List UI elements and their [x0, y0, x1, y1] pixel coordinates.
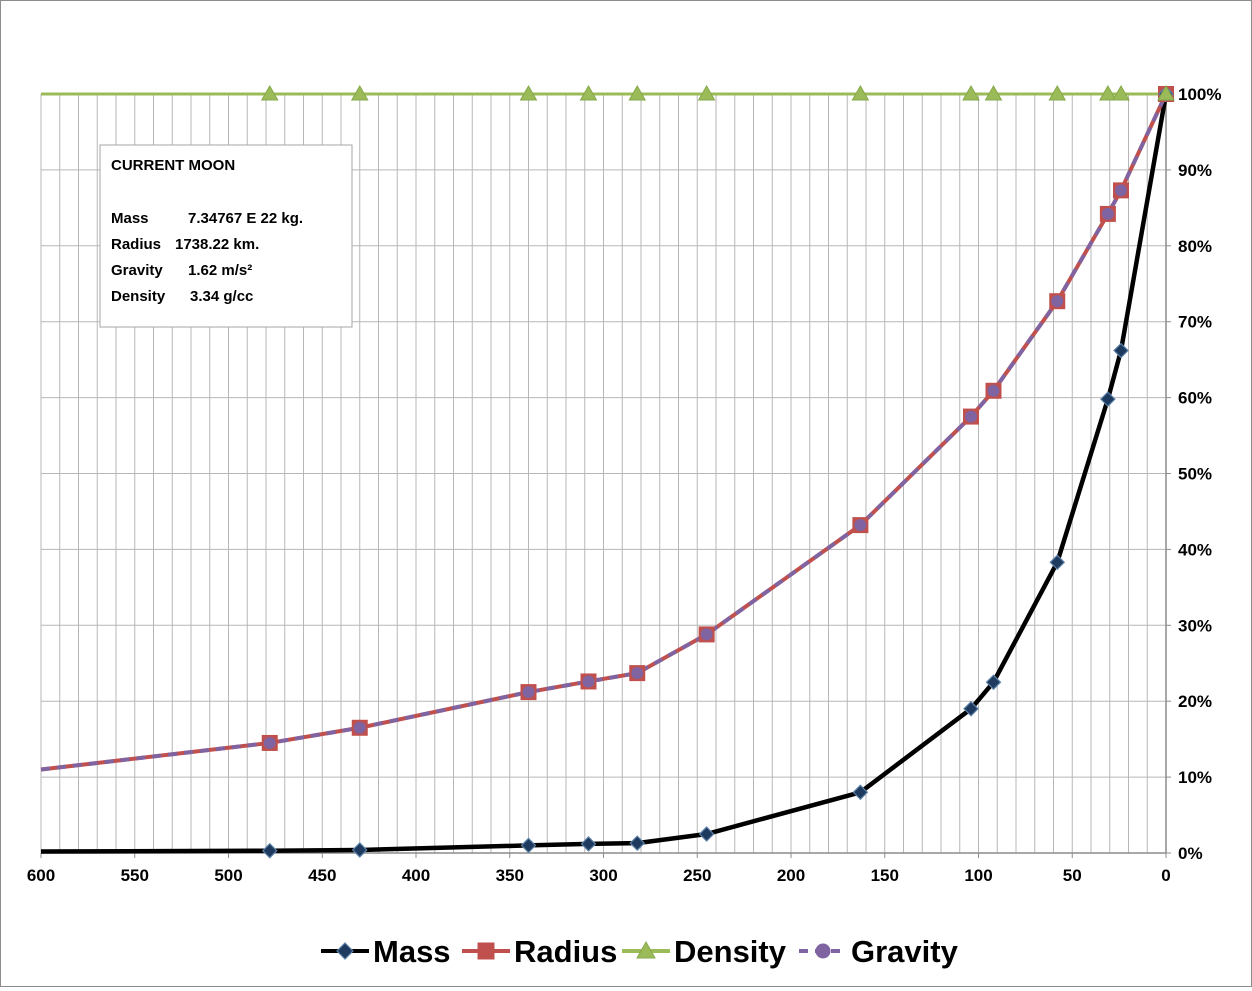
y-tick-label: 100% — [1178, 85, 1221, 104]
point-density — [851, 84, 870, 101]
series-line-gravity — [40, 93, 1168, 772]
info-mass-value: 7.34767 E 22 kg. — [188, 210, 303, 227]
series-line-mass — [40, 93, 1169, 854]
axes: 600 550 500 450 400 350 300 250 200 150 100 50 00%10… — [27, 85, 1222, 885]
point-gravity — [965, 410, 977, 423]
y-tick-label: 50% — [1178, 465, 1212, 484]
info-gravity-label: Gravity — [111, 262, 163, 279]
info-box-title: CURRENT MOON — [111, 157, 235, 174]
y-tick-label: 70% — [1178, 313, 1212, 332]
point-density — [579, 84, 598, 101]
y-tick-label: 20% — [1178, 692, 1212, 711]
legend: Mass Radius Density Gravity — [321, 934, 959, 969]
point-density — [260, 84, 279, 101]
info-box: CURRENT MOON Mass 7.34767 E 22 kg. Radiu… — [99, 144, 353, 328]
point-gravity — [854, 519, 867, 532]
x-tick-label: 250 — [683, 866, 711, 885]
legend-label-radius: Radius — [514, 934, 617, 969]
point-density — [350, 84, 369, 101]
y-tick-label: 0% — [1178, 844, 1203, 863]
info-density-label: Density — [111, 288, 166, 305]
x-tick-label: 0 — [1161, 866, 1170, 885]
point-gravity — [631, 667, 644, 680]
info-radius-value: 1738.22 km. — [175, 236, 259, 253]
point-gravity — [700, 628, 713, 641]
point-gravity — [1101, 207, 1114, 220]
point-mass — [1113, 342, 1129, 359]
point-mass — [698, 826, 715, 842]
point-density — [628, 84, 647, 101]
x-tick-label: 500 — [214, 866, 242, 885]
point-mass — [963, 700, 979, 717]
point-density — [1112, 84, 1130, 101]
point-density — [962, 84, 980, 101]
point-gravity — [582, 675, 595, 688]
legend-marker-density — [636, 940, 656, 959]
point-gravity — [353, 721, 366, 734]
point-density — [984, 84, 1003, 101]
x-tick-label: 50 — [1063, 866, 1082, 885]
x-tick-label: 150 — [871, 866, 899, 885]
y-tick-label: 40% — [1178, 540, 1212, 559]
point-mass — [520, 837, 537, 854]
point-mass — [985, 674, 1002, 691]
y-tick-label: 80% — [1178, 237, 1212, 256]
point-gravity — [263, 736, 276, 749]
point-mass — [580, 836, 597, 852]
point-mass — [1049, 554, 1066, 571]
info-mass-label: Mass — [111, 210, 149, 227]
point-density — [1157, 84, 1175, 101]
point-mass — [629, 835, 646, 851]
x-tick-label: 550 — [121, 866, 149, 885]
legend-label-density: Density — [674, 934, 787, 969]
legend-item-mass: Mass — [321, 934, 451, 969]
legend-label-mass: Mass — [373, 934, 451, 969]
info-box-frame — [99, 144, 353, 328]
point-density — [1099, 84, 1117, 101]
legend-marker-mass — [336, 942, 354, 960]
point-mass — [1100, 391, 1116, 407]
info-density-value: 3.34 g/cc — [190, 288, 253, 305]
legend-marker-gravity — [815, 943, 831, 959]
legend-item-density: Density — [622, 934, 787, 969]
series-lines — [40, 92, 1169, 854]
x-tick-label: 200 — [777, 866, 805, 885]
point-gravity — [1051, 295, 1064, 308]
point-gravity — [522, 686, 535, 699]
info-radius-label: Radius — [111, 236, 161, 253]
point-density — [1048, 84, 1067, 101]
legend-item-gravity: Gravity — [799, 934, 959, 969]
legend-item-radius: Radius — [462, 934, 617, 969]
y-tick-label: 30% — [1178, 616, 1212, 635]
x-tick-label: 100 — [964, 866, 992, 885]
point-gravity — [987, 384, 1000, 397]
point-mass — [852, 784, 869, 801]
y-tick-label: 10% — [1178, 768, 1212, 787]
legend-marker-radius — [477, 942, 495, 960]
point-density — [519, 84, 538, 101]
point-mass — [351, 842, 368, 858]
x-tick-label: 350 — [496, 866, 524, 885]
legend-label-gravity: Gravity — [851, 934, 959, 969]
x-tick-label: 450 — [308, 866, 336, 885]
x-tick-label: 300 — [589, 866, 617, 885]
series-markers — [260, 84, 1175, 859]
y-tick-label: 90% — [1178, 161, 1212, 180]
x-tick-label: 600 — [27, 866, 55, 885]
y-tick-label: 60% — [1178, 389, 1212, 408]
x-tick-label: 400 — [402, 866, 430, 885]
point-density — [697, 84, 716, 101]
info-gravity-value: 1.62 m/s² — [188, 262, 252, 279]
point-mass — [261, 842, 278, 859]
point-gravity — [1115, 184, 1127, 197]
